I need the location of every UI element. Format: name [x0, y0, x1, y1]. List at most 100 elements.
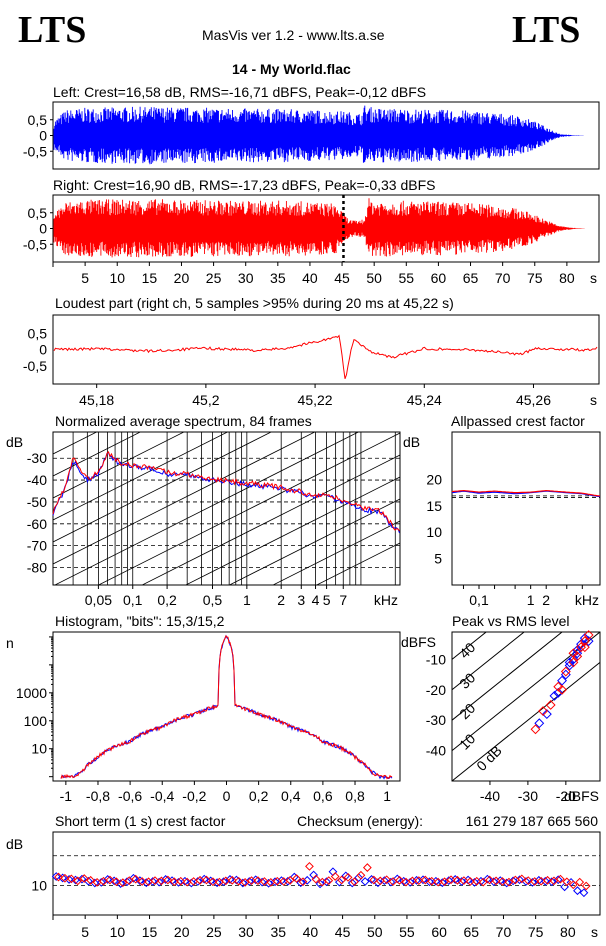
peak-vs-rms-crest-line: [452, 632, 563, 721]
short-term-crest-point: [317, 877, 327, 887]
short-term-crest-point: [292, 874, 301, 883]
short-term-crest-point: [118, 878, 128, 888]
short-term-crest-point: [360, 877, 370, 886]
spectrum-slope-line: [184, 476, 400, 585]
spectrum-title: Normalized average spectrum, 84 frames: [55, 413, 312, 429]
short-term-crest-point: [530, 877, 540, 886]
peak-vs-rms-point: [541, 709, 552, 720]
short-term-crest-point: [425, 877, 434, 887]
short-term-crest-point: [433, 877, 443, 887]
spectrum-xtick-label: 2: [277, 592, 285, 608]
logo-right: LTS: [512, 9, 581, 51]
loudest-part-xtick-label: 45,26: [516, 392, 551, 408]
short-term-crest-point: [343, 872, 353, 882]
short-term-crest-xtick-label: 30: [238, 924, 254, 940]
short-term-crest-point: [549, 876, 559, 886]
short-term-crest-ylabel: dB: [6, 836, 23, 852]
right-waveform-xunit-label: s: [590, 270, 597, 286]
spectrum-curve: [52, 451, 400, 532]
spectrum-ytick-label: -40: [27, 472, 47, 488]
short-term-crest-point: [382, 875, 392, 885]
histogram-xtick-label: -0,2: [182, 788, 206, 804]
short-term-crest-point: [176, 876, 186, 886]
short-term-crest-point: [427, 876, 437, 886]
short-term-crest-point: [161, 875, 171, 884]
short-term-crest-checksum-value: 161 279 187 665 560: [466, 813, 599, 829]
histogram-xtick-label: 0: [223, 788, 231, 804]
short-term-crest-point: [214, 877, 224, 887]
short-term-crest-point: [375, 876, 385, 886]
peak-vs-rms-xunit-label: dBFS: [564, 788, 599, 804]
spectrum-xtick-label: 4: [312, 592, 320, 608]
short-term-crest-point: [253, 876, 263, 885]
short-term-crest-point: [131, 874, 141, 884]
short-term-crest-point: [386, 877, 396, 887]
short-term-crest-point: [309, 870, 319, 880]
peak-vs-rms-crest-line: [452, 632, 600, 752]
right-waveform-ytick-label: 0: [39, 221, 47, 237]
peak-vs-rms-crest-line-label: 20: [456, 700, 478, 722]
peak-vs-rms-crest-line-label: 40: [456, 639, 478, 661]
peak-vs-rms-frame: [451, 631, 601, 782]
allpassed-crest-ylabel: dB: [403, 434, 420, 450]
allpassed-crest-ytick-label: 10: [426, 524, 442, 540]
spectrum-ytick-label: -80: [27, 560, 47, 576]
logo-left: LTS: [18, 9, 87, 51]
short-term-crest-point: [362, 863, 372, 872]
histogram-ytick-label: 10: [31, 741, 47, 757]
short-term-crest-point: [238, 878, 248, 888]
loudest-part-xtick-label: 45,22: [298, 392, 333, 408]
short-term-crest-point: [573, 886, 582, 896]
histogram-xtick-label: -0,8: [86, 788, 110, 804]
peak-vs-rms-crest-line-label: 30: [456, 669, 478, 691]
short-term-crest-point: [157, 876, 166, 886]
short-term-crest-point: [568, 880, 578, 890]
short-term-crest-point: [388, 877, 398, 886]
allpassed-crest-curve: [451, 489, 600, 497]
short-term-crest-point: [279, 877, 289, 886]
short-term-crest-point: [581, 881, 591, 891]
track-title: 14 - My World.flac: [232, 61, 351, 77]
histogram-xtick-label: -0,4: [150, 788, 174, 804]
short-term-crest-point: [478, 877, 488, 887]
short-term-crest-point: [459, 876, 469, 885]
peak-vs-rms-xtick-label: -30: [518, 788, 538, 804]
short-term-crest-point: [112, 877, 121, 887]
short-term-crest-point: [60, 873, 70, 883]
peak-vs-rms-crest-line-label: 10: [456, 730, 478, 752]
short-term-crest-point: [328, 867, 338, 877]
short-term-crest-point: [350, 877, 359, 887]
short-term-crest-xtick-label: 75: [528, 924, 544, 940]
left-waveform-title: Left: Crest=16,58 dB, RMS=-16,71 dBFS, P…: [53, 84, 426, 100]
histogram-xtick-label: -1: [60, 788, 73, 804]
peak-vs-rms-point: [568, 654, 579, 665]
short-term-crest-point: [54, 872, 63, 882]
loudest-part-ytick-label: -0,5: [23, 358, 47, 374]
peak-vs-rms-point: [557, 675, 568, 686]
peak-vs-rms-point: [534, 718, 545, 729]
right-waveform-xtick-label: 75: [527, 270, 543, 286]
histogram-ylabel: n: [6, 635, 14, 651]
short-term-crest-point: [579, 888, 589, 898]
spectrum-ytick-label: -60: [27, 516, 47, 532]
right-waveform-xtick-label: 65: [463, 270, 479, 286]
histogram-xtick-label: 0,8: [345, 788, 365, 804]
histogram-xtick-label: 0,4: [281, 788, 301, 804]
right-waveform-xtick-label: 20: [174, 270, 190, 286]
histogram-ytick-label: 1000: [16, 685, 47, 701]
spectrum-ytick-label: -50: [27, 494, 47, 510]
short-term-crest-point: [92, 878, 102, 887]
short-term-crest-point: [247, 876, 256, 885]
peak-vs-rms-crest-line-label: 0 dB: [473, 742, 505, 774]
allpassed-crest-ytick-label: 5: [434, 551, 442, 567]
short-term-crest-point: [517, 874, 527, 884]
right-waveform-ytick-label: 0,5: [28, 205, 48, 221]
peak-vs-rms-point: [579, 633, 590, 644]
peak-vs-rms-crest-lines: [452, 632, 600, 781]
short-term-crest-point: [105, 875, 115, 885]
peak-vs-rms-crest-line: [452, 661, 600, 781]
short-term-crest-point: [401, 877, 411, 887]
histogram-ytick-label: 100: [24, 713, 48, 729]
spectrum-slope-line: [53, 432, 273, 543]
short-term-crest-point: [221, 876, 231, 886]
